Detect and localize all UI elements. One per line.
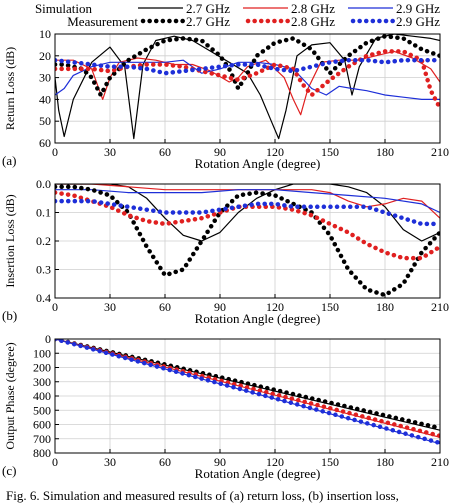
plot-frame: [54, 33, 441, 144]
y-tick-label: 40: [39, 92, 51, 106]
x-tick-label: 90: [214, 455, 226, 469]
x-tick-label: 150: [321, 300, 339, 314]
x-tick-label: 210: [431, 145, 449, 159]
y-tick-label: 20: [39, 49, 51, 63]
y-tick-label: 50: [39, 114, 51, 128]
y-tick-label: 400: [33, 389, 51, 403]
y-tick-label: 0.0: [36, 177, 51, 191]
series-group: [55, 339, 440, 446]
x-tick-label: 150: [321, 455, 339, 469]
x-tick-label: 90: [214, 145, 226, 159]
chart-panels: 0 30 60 90 120 150 180 210 10 20 30 40 50 60 Rotation …: [2, 27, 449, 481]
x-tick-label: 60: [159, 455, 171, 469]
legend-meas-27-label: 2.7 GHz: [186, 14, 230, 29]
y-tick-label: 0.2: [36, 234, 51, 248]
x-tick-label: 90: [214, 300, 226, 314]
y-axis-title: Insertion Loss (dB): [3, 194, 17, 287]
series-group: [55, 184, 440, 298]
x-axis-title: Rotation Angle (degree): [195, 311, 321, 326]
y-tick-label: 30: [39, 71, 51, 85]
y-tick-label: 700: [33, 432, 51, 446]
x-tick-label: 30: [104, 455, 116, 469]
series-simulated-27-line: [55, 34, 440, 140]
legend: Simulation Measurement 2.7 GHz 2.8 GHz 2…: [35, 1, 440, 29]
x-axis-title: Rotation Angle (degree): [195, 156, 321, 171]
panel-label: (c): [2, 463, 16, 478]
y-tick-label: 0.3: [36, 263, 51, 277]
x-tick-label: 150: [321, 145, 339, 159]
legend-meas-28-label: 2.8 GHz: [291, 14, 335, 29]
series-simulated-29-line: [55, 59, 440, 100]
y-axis-title: Return Loss (dB): [3, 47, 17, 130]
panel-label: (a): [2, 153, 16, 168]
legend-row1-label: Simulation: [35, 1, 93, 16]
series-simulated-29-line: [55, 189, 440, 214]
y-tick-label: 100: [33, 346, 51, 360]
series-measured-29-line: [55, 339, 440, 446]
x-tick-label: 210: [431, 455, 449, 469]
series-measured-27-line: [55, 184, 440, 298]
x-tick-label: 0: [52, 145, 58, 159]
series-measured-28-line: [55, 190, 440, 261]
chart-panel-c: 0 30 60 90 120 150 180 210010020030040050060070…: [2, 332, 449, 481]
legend-sim-28-label: 2.8 GHz: [291, 1, 335, 16]
x-tick-label: 30: [104, 300, 116, 314]
y-tick-label: 10: [39, 27, 51, 41]
x-tick-label: 30: [104, 145, 116, 159]
y-tick-label: 0: [45, 332, 51, 346]
chart-panel-a: 0 30 60 90 120 150 180 210 10 20 30 40 50 60 Rotation …: [2, 27, 449, 171]
x-tick-label: 60: [159, 145, 171, 159]
x-tick-label: 180: [376, 300, 394, 314]
y-tick-label: 300: [33, 375, 51, 389]
x-axis-title: Rotation Angle (degree): [195, 466, 321, 481]
legend-sim-27-label: 2.7 GHz: [186, 1, 230, 16]
y-tick-label: 600: [33, 418, 51, 432]
x-tick-label: 0: [52, 300, 58, 314]
chart-panel-b: 0 30 60 90 120 150 180 210 0.0 0.1 0.2 0.3 0.4 Rotati…: [2, 177, 449, 326]
y-tick-label: 60: [39, 136, 51, 150]
x-tick-label: 180: [376, 145, 394, 159]
panel-label: (b): [2, 308, 17, 323]
series-measured-29-line: [55, 198, 440, 227]
legend-row2-label: Measurement: [67, 14, 138, 29]
y-tick-label: 500: [33, 403, 51, 417]
legend-sim-29-label: 2.9 GHz: [396, 1, 440, 16]
x-tick-label: 120: [266, 300, 284, 314]
figure-caption: Fig. 6. Simulation and measured results …: [6, 488, 399, 503]
legend-meas-29-label: 2.9 GHz: [396, 14, 440, 29]
x-tick-label: 210: [431, 300, 449, 314]
y-tick-label: 200: [33, 361, 51, 375]
y-tick-label: 800: [33, 446, 51, 460]
y-tick-label: 0.4: [36, 291, 51, 305]
y-axis-title: Output Phase (degree): [3, 342, 17, 449]
x-tick-label: 60: [159, 300, 171, 314]
x-tick-label: 180: [376, 455, 394, 469]
series-group: [55, 34, 440, 140]
x-tick-label: 120: [266, 145, 284, 159]
x-tick-label: 0: [52, 455, 58, 469]
x-tick-label: 120: [266, 455, 284, 469]
y-tick-label: 0.1: [36, 206, 51, 220]
series-measured-29-line: [55, 57, 440, 76]
series-measured-27-line: [55, 34, 440, 100]
